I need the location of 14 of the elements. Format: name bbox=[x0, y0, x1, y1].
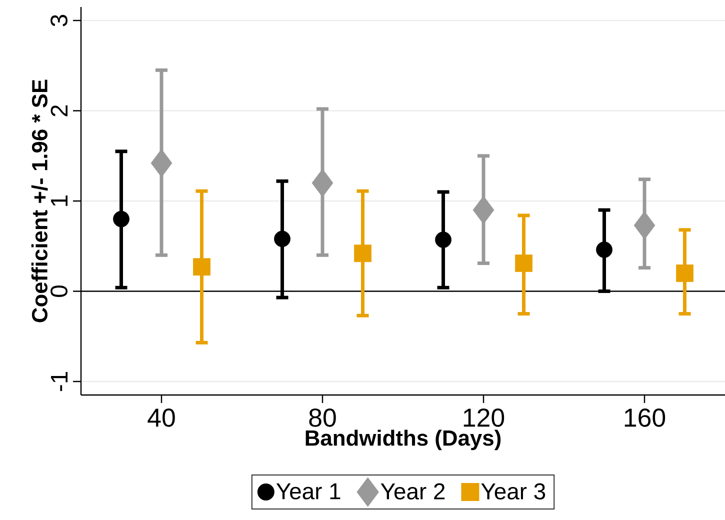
x-tick-label: 120 bbox=[464, 408, 504, 427]
y-tick-label: 0 bbox=[50, 286, 68, 297]
y-tick-label: 3 bbox=[50, 14, 68, 26]
y-tick-label: 2 bbox=[50, 105, 68, 116]
legend-label: Year 1 bbox=[276, 483, 340, 500]
y-tick-label: 1 bbox=[51, 196, 68, 206]
legend-label: Year 3 bbox=[481, 483, 546, 500]
y-tick-label: -1 bbox=[51, 372, 68, 392]
legend-label: Year 2 bbox=[380, 483, 445, 500]
x-tick-label: 40 bbox=[148, 408, 175, 427]
x-axis-title: Bandwidths (Days) bbox=[306, 430, 501, 450]
x-tick-label: 80 bbox=[309, 408, 336, 427]
y-axis-title: Coefficient +/- 1.96 * SE bbox=[31, 80, 48, 322]
x-tick-label: 160 bbox=[624, 408, 666, 427]
